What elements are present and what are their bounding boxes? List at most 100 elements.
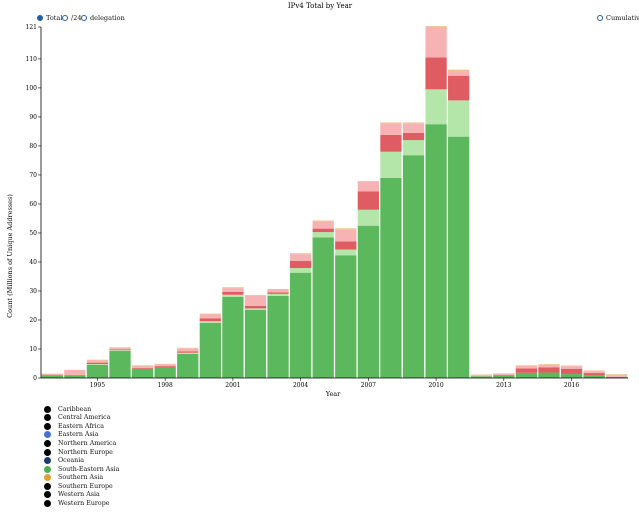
bar-segment-2004-4[interactable]: [290, 253, 312, 255]
bar-segment-2002-1[interactable]: [244, 308, 267, 310]
bar-segment-2004-2[interactable]: [290, 260, 312, 269]
bar-segment-2001-4[interactable]: [222, 287, 244, 289]
legend-item[interactable]: Caribbean: [44, 405, 119, 414]
legend-item[interactable]: Western Europe: [44, 499, 119, 508]
legend-item[interactable]: Central America: [44, 414, 119, 423]
bar-segment-1999-1[interactable]: [177, 352, 199, 354]
bar-segment-1996-2[interactable]: [109, 349, 131, 351]
bar-segment-2007-3[interactable]: [357, 181, 380, 192]
bar-segment-2014-3[interactable]: [515, 365, 538, 369]
bar-segment-2011-2[interactable]: [448, 75, 470, 101]
bar-segment-1997-2[interactable]: [131, 367, 154, 369]
bar-segment-2008-2[interactable]: [380, 134, 402, 152]
bar-segment-2005-0[interactable]: [312, 237, 334, 378]
bar-segment-2001-3[interactable]: [222, 288, 244, 292]
bar-segment-2011-1[interactable]: [448, 100, 470, 137]
bar-segment-2004-3[interactable]: [290, 254, 312, 261]
bar-segment-2010-0[interactable]: [425, 124, 447, 379]
bar-segment-1999-0[interactable]: [177, 353, 199, 378]
bar-segment-2005-2[interactable]: [312, 228, 334, 233]
bar-segment-2005-3[interactable]: [312, 221, 334, 229]
bar-segment-2001-2[interactable]: [222, 291, 244, 295]
bar-segment-2018-4[interactable]: [606, 374, 628, 376]
bar-segment-2010-3[interactable]: [425, 27, 447, 58]
bar-segment-2001-1[interactable]: [222, 294, 244, 297]
bar-segment-2013-4[interactable]: [493, 373, 515, 374]
bar-segment-2005-1[interactable]: [312, 232, 334, 238]
bar-segment-2016-0[interactable]: [560, 373, 583, 378]
bar-segment-2015-3[interactable]: [538, 364, 560, 368]
bar-segment-2007-1[interactable]: [357, 209, 380, 226]
bar-segment-2017-3[interactable]: [583, 371, 605, 374]
bar-segment-1994-0[interactable]: [64, 375, 86, 378]
bar-segment-1995-0[interactable]: [86, 364, 109, 378]
bar-segment-2001-0[interactable]: [222, 296, 244, 378]
legend-item[interactable]: Eastern Africa: [44, 422, 119, 431]
legend-item[interactable]: Northern Europe: [44, 448, 119, 457]
bar-segment-2010-4[interactable]: [425, 26, 447, 27]
bar-segment-1998-4[interactable]: [154, 363, 176, 365]
bar-segment-2013-0[interactable]: [493, 375, 515, 378]
bar-segment-2008-0[interactable]: [380, 177, 402, 378]
bar-segment-2006-1[interactable]: [335, 249, 357, 256]
slash24-radio[interactable]: /24: [62, 14, 81, 22]
bar-segment-1996-4[interactable]: [109, 347, 131, 349]
bar-segment-2011-4[interactable]: [448, 69, 470, 72]
legend-item[interactable]: Oceania: [44, 456, 119, 465]
legend-item[interactable]: Western Asia: [44, 490, 119, 499]
cumulative-radio[interactable]: Cumulative: [597, 14, 639, 22]
bar-segment-2007-0[interactable]: [357, 225, 380, 378]
bar-segment-2000-2[interactable]: [199, 318, 221, 322]
bar-segment-1995-3[interactable]: [86, 360, 109, 363]
bar-segment-1996-3[interactable]: [109, 348, 131, 350]
bar-segment-1999-3[interactable]: [177, 348, 199, 352]
bar-segment-2014-4[interactable]: [515, 365, 538, 366]
bar-segment-2015-4[interactable]: [538, 364, 560, 365]
bar-segment-2006-3[interactable]: [335, 229, 357, 242]
bar-segment-1995-1[interactable]: [86, 364, 109, 365]
bar-segment-2005-4[interactable]: [312, 220, 334, 222]
bar-segment-1997-4[interactable]: [131, 365, 154, 366]
bar-segment-2012-4[interactable]: [470, 374, 492, 376]
legend-item[interactable]: Southern Europe: [44, 482, 119, 491]
bar-segment-2015-2[interactable]: [538, 367, 560, 373]
bar-segment-2009-3[interactable]: [402, 123, 425, 133]
bar-segment-2006-2[interactable]: [335, 241, 357, 250]
bar-segment-2003-3[interactable]: [267, 289, 289, 293]
bar-segment-2003-0[interactable]: [267, 295, 289, 378]
bar-segment-2000-3[interactable]: [199, 314, 221, 319]
bar-segment-2006-4[interactable]: [335, 228, 357, 230]
bar-segment-1999-4[interactable]: [177, 347, 199, 349]
legend-item[interactable]: Eastern Asia: [44, 431, 119, 440]
bar-segment-2002-4[interactable]: [244, 295, 267, 296]
bar-segment-1999-2[interactable]: [177, 351, 199, 353]
bar-segment-2010-2[interactable]: [425, 57, 447, 90]
bar-segment-2000-4[interactable]: [199, 313, 221, 315]
bar-segment-2008-4[interactable]: [380, 122, 402, 124]
bar-segment-1997-0[interactable]: [131, 368, 154, 378]
total-radio[interactable]: Total: [37, 14, 62, 22]
bar-segment-2017-0[interactable]: [583, 375, 605, 378]
bar-segment-1998-0[interactable]: [154, 366, 176, 378]
bar-segment-2004-0[interactable]: [290, 272, 312, 378]
bar-segment-2014-2[interactable]: [515, 368, 538, 373]
bar-segment-2009-4[interactable]: [402, 122, 425, 124]
legend-item[interactable]: Southern Asia: [44, 473, 119, 482]
bar-segment-2007-4[interactable]: [357, 181, 380, 182]
bar-segment-2006-0[interactable]: [335, 255, 357, 378]
delegation-radio[interactable]: delegation: [81, 14, 125, 22]
bar-segment-1995-4[interactable]: [86, 359, 109, 361]
bar-segment-2003-2[interactable]: [267, 292, 289, 294]
bar-segment-2013-3[interactable]: [493, 373, 515, 376]
legend-item[interactable]: South-Eastern Asia: [44, 465, 119, 474]
bar-segment-2000-0[interactable]: [199, 322, 221, 378]
bar-segment-2016-4[interactable]: [560, 365, 583, 367]
bar-segment-2011-3[interactable]: [448, 71, 470, 76]
legend-item[interactable]: Northern America: [44, 439, 119, 448]
bar-segment-1994-3[interactable]: [64, 369, 86, 376]
bar-segment-1997-3[interactable]: [131, 365, 154, 368]
bar-segment-2004-1[interactable]: [290, 268, 312, 273]
bar-segment-1993-0[interactable]: [41, 375, 63, 378]
bar-segment-1998-2[interactable]: [154, 366, 176, 367]
bar-segment-1998-3[interactable]: [154, 364, 176, 367]
